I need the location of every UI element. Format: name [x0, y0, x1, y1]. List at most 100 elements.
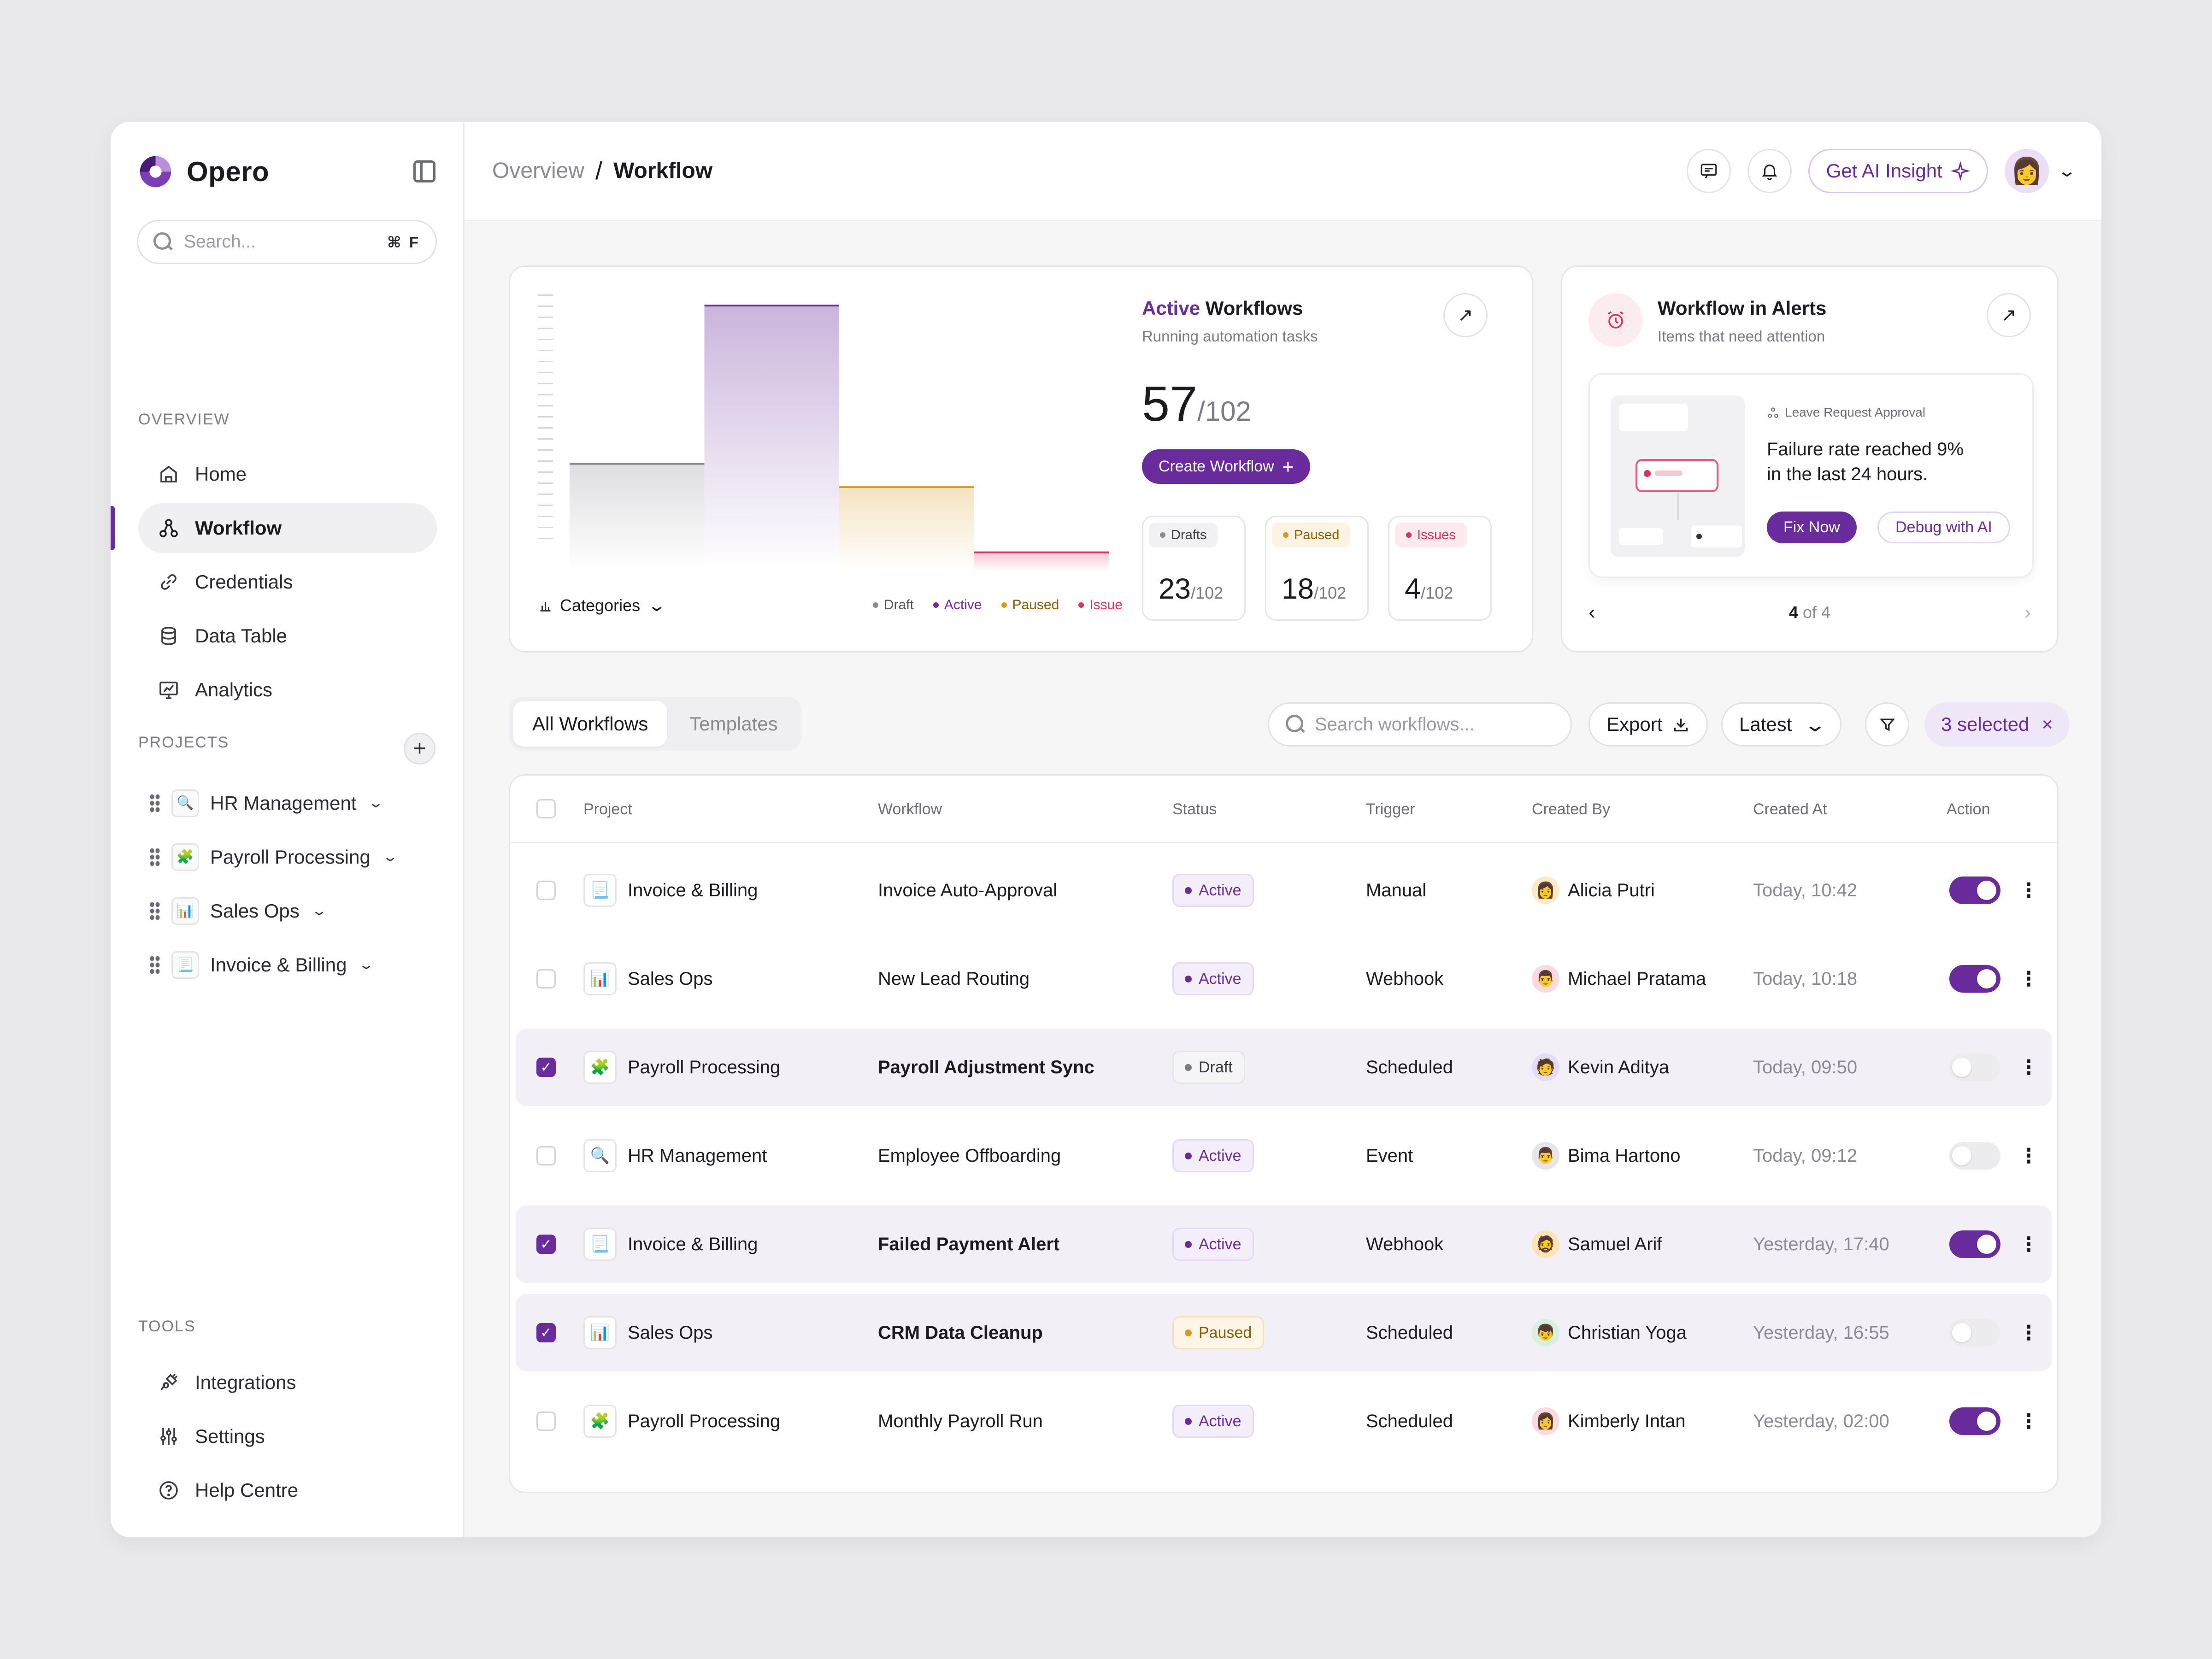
col-status[interactable]: Status — [1172, 800, 1217, 818]
row-checkbox[interactable]: ✓ — [536, 1058, 556, 1077]
user-avatar[interactable]: 👩 — [2004, 148, 2049, 193]
open-alerts-button[interactable]: ↗ — [1987, 293, 2031, 337]
table-row[interactable]: 📊 Sales Ops New Lead Routing Active Webhook 👨… — [516, 940, 2052, 1018]
add-project-button[interactable]: + — [404, 733, 435, 765]
sidebar-search[interactable]: Search... ⌘ F — [137, 220, 437, 264]
col-workflow[interactable]: Workflow — [878, 800, 942, 818]
row-checkbox[interactable] — [536, 969, 556, 988]
project-payroll-processing[interactable]: 🧩 Payroll Processing ⌄ — [149, 838, 398, 876]
user-avatar: 👩 — [1532, 1407, 1559, 1435]
row-workflow[interactable]: Invoice Auto-Approval — [878, 880, 1058, 900]
col-project[interactable]: Project — [583, 800, 632, 818]
more-options-icon[interactable]: ⋮ — [2018, 1056, 2039, 1079]
active-workflows-card: Categories ⌄ Draft Active Paused Issue A… — [509, 265, 1533, 653]
selection-pill[interactable]: 3 selected × — [1924, 702, 2070, 747]
export-button[interactable]: Export — [1588, 702, 1708, 747]
col-created-at[interactable]: Created At — [1753, 800, 1827, 818]
chevron-down-icon[interactable]: ⌄ — [368, 795, 384, 811]
nav-integrations[interactable]: Integrations — [138, 1358, 437, 1407]
drag-handle-icon[interactable] — [149, 793, 160, 813]
filter-button[interactable] — [1865, 702, 1909, 747]
tab-all-workflows[interactable]: All Workflows — [513, 701, 668, 747]
alerts-page-indicator: 4 of 4 — [1788, 603, 1831, 622]
row-checkbox[interactable]: ✓ — [536, 1235, 556, 1254]
notifications-button[interactable] — [1747, 148, 1792, 193]
chevron-down-icon[interactable]: ⌄ — [358, 957, 375, 972]
sort-dropdown[interactable]: Latest ⌄ — [1721, 702, 1841, 747]
table-row[interactable]: ✓ 📊 Sales Ops CRM Data Cleanup Paused Schedul… — [516, 1294, 2052, 1371]
workflow-toggle[interactable] — [1949, 1230, 2000, 1258]
categories-dropdown[interactable]: Categories ⌄ — [538, 596, 666, 615]
open-active-workflows-button[interactable]: ↗ — [1443, 293, 1488, 337]
nav-settings[interactable]: Settings — [138, 1412, 437, 1461]
row-checkbox[interactable] — [536, 1412, 556, 1431]
legend-item-active: Active — [933, 597, 982, 613]
select-all-checkbox[interactable] — [536, 799, 556, 818]
drag-handle-icon[interactable] — [149, 847, 160, 867]
chevron-right-icon[interactable]: › — [2024, 601, 2031, 624]
project-label: Payroll Processing — [210, 846, 371, 868]
more-options-icon[interactable]: ⋮ — [2018, 1144, 2039, 1167]
drag-handle-icon[interactable] — [149, 901, 160, 921]
chevron-down-icon[interactable]: ⌄ — [382, 849, 398, 865]
filter-icon — [1879, 718, 1895, 731]
row-workflow[interactable]: Employee Offboarding — [878, 1145, 1061, 1166]
row-checkbox[interactable] — [536, 1146, 556, 1165]
nav-workflow[interactable]: Workflow — [111, 503, 437, 553]
table-row[interactable]: 📃 Invoice & Billing Invoice Auto-Approval A… — [516, 852, 2052, 929]
workflow-toggle[interactable] — [1949, 1142, 2000, 1170]
workflow-toggle[interactable] — [1949, 965, 2000, 993]
tab-templates[interactable]: Templates — [689, 712, 778, 735]
row-workflow[interactable]: Monthly Payroll Run — [878, 1411, 1043, 1431]
status-badge: Paused — [1172, 1316, 1265, 1349]
more-options-icon[interactable]: ⋮ — [2018, 1233, 2039, 1256]
row-workflow[interactable]: New Lead Routing — [878, 968, 1030, 989]
table-row[interactable]: ✓ 🧩 Payroll Processing Payroll Adjustment S… — [516, 1029, 2052, 1106]
chevron-left-icon[interactable]: ‹ — [1588, 601, 1595, 624]
drag-handle-icon[interactable] — [149, 955, 160, 975]
messages-button[interactable] — [1686, 148, 1731, 193]
project-invoice-billing[interactable]: 📃 Invoice & Billing ⌄ — [149, 946, 375, 983]
debug-with-ai-button[interactable]: Debug with AI — [1877, 512, 2010, 543]
chevron-down-icon[interactable]: ⌄ — [2057, 161, 2077, 180]
col-created-by[interactable]: Created By — [1532, 800, 1611, 818]
breadcrumb-parent[interactable]: Overview — [492, 159, 585, 183]
nav-analytics[interactable]: Analytics — [138, 665, 437, 715]
row-checkbox[interactable] — [536, 881, 556, 900]
chevron-down-icon[interactable]: ⌄ — [311, 903, 327, 918]
get-ai-insight-button[interactable]: Get AI Insight — [1808, 148, 1988, 193]
row-workflow[interactable]: CRM Data Cleanup — [878, 1322, 1043, 1343]
project-icon: 🔍 — [583, 1139, 617, 1172]
project-hr-management[interactable]: 🔍 HR Management ⌄ — [149, 784, 384, 822]
workflow-toggle[interactable] — [1949, 877, 2000, 904]
workflow-search-input[interactable]: Search workflows... — [1268, 702, 1572, 747]
nav-home[interactable]: Home — [138, 449, 437, 499]
collapse-sidebar-icon[interactable] — [413, 160, 435, 182]
project-sales-ops[interactable]: 📊 Sales Ops ⌄ — [149, 892, 327, 930]
table-row[interactable]: ✓ 📃 Invoice & Billing Failed Payment Alert A… — [516, 1206, 2052, 1283]
alert-item[interactable]: Leave Request Approval Failure rate reac… — [1588, 373, 2034, 578]
row-checkbox[interactable]: ✓ — [536, 1323, 556, 1342]
bar-paused — [839, 487, 974, 571]
workflow-toggle[interactable] — [1949, 1407, 2000, 1435]
more-options-icon[interactable]: ⋮ — [2018, 1410, 2039, 1433]
sidebar: Opero Search... ⌘ F OVERVIEW Home Workfl… — [111, 122, 465, 1537]
nav-credentials[interactable]: Credentials — [138, 557, 437, 607]
more-options-icon[interactable]: ⋮ — [2018, 879, 2039, 902]
row-workflow[interactable]: Payroll Adjustment Sync — [878, 1057, 1094, 1077]
create-workflow-button[interactable]: Create Workflow + — [1142, 449, 1311, 484]
row-workflow[interactable]: Failed Payment Alert — [878, 1234, 1060, 1254]
alert-workflow-tag: Leave Request Approval — [1767, 405, 1925, 420]
table-row[interactable]: 🔍 HR Management Employee Offboarding Active… — [516, 1117, 2052, 1194]
nav-help-centre[interactable]: Help Centre — [138, 1465, 437, 1515]
workflow-toggle[interactable] — [1949, 1319, 2000, 1347]
close-icon[interactable]: × — [2041, 713, 2053, 735]
col-trigger[interactable]: Trigger — [1366, 800, 1415, 818]
table-row[interactable]: 🧩 Payroll Processing Monthly Payroll Run Ac… — [516, 1382, 2052, 1460]
more-options-icon[interactable]: ⋮ — [2018, 1321, 2039, 1344]
more-options-icon[interactable]: ⋮ — [2018, 967, 2039, 990]
brand[interactable]: Opero — [138, 152, 269, 191]
fix-now-button[interactable]: Fix Now — [1767, 512, 1857, 543]
nav-data-table[interactable]: Data Table — [138, 611, 437, 661]
workflow-toggle[interactable] — [1949, 1053, 2000, 1081]
